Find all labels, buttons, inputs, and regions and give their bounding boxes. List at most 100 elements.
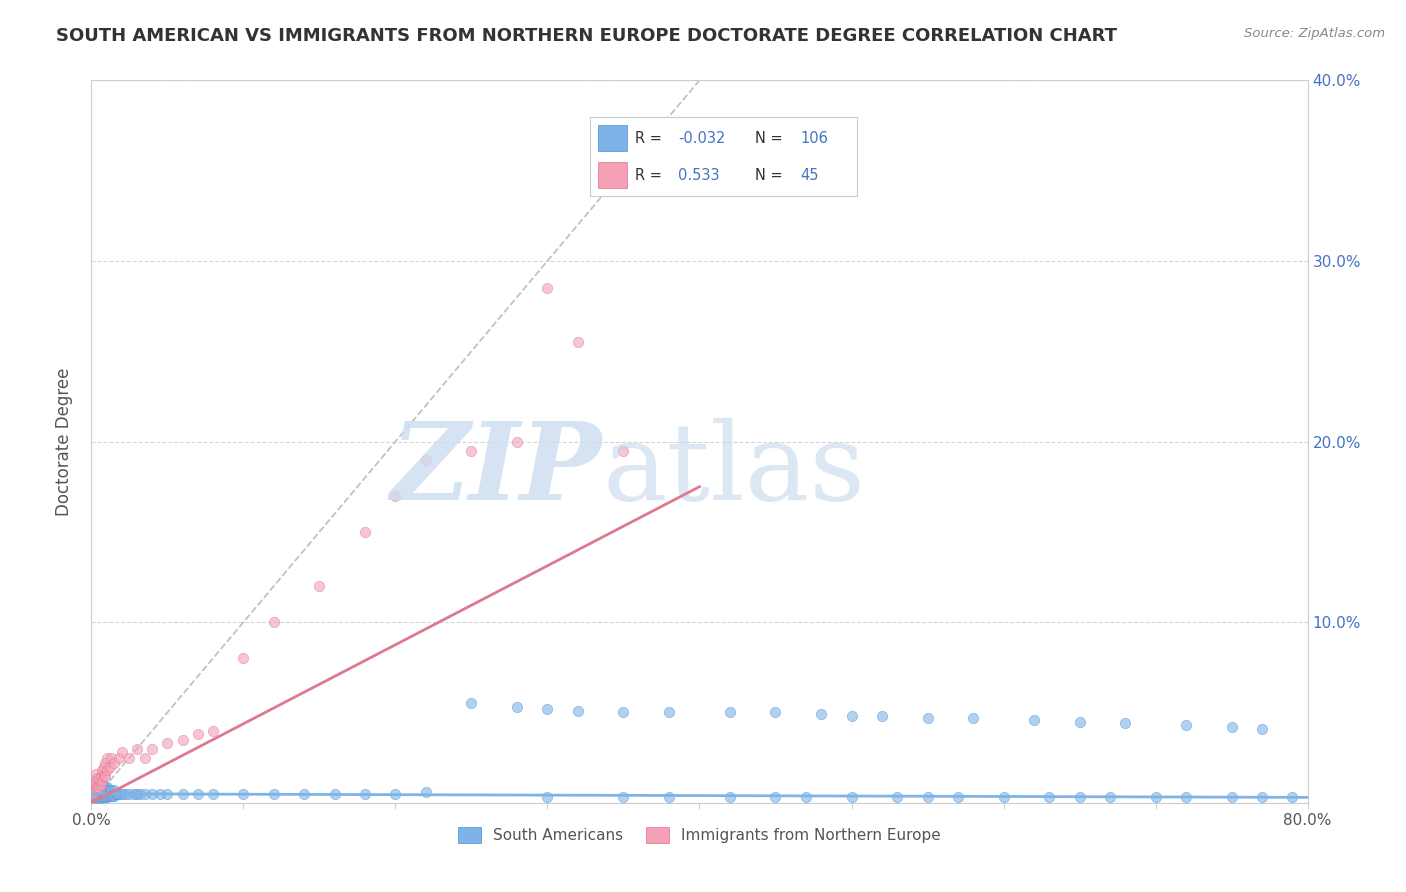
Point [84,783,107,797]
Point [100,789,122,803]
Point [111,787,134,801]
Point [122,787,145,801]
Text: 45: 45 [801,168,820,183]
Point [870,709,893,723]
Point [89,778,111,792]
Text: R =: R = [636,131,666,146]
Point [125,741,148,756]
Point [1069,790,1091,805]
Text: atlas: atlas [602,417,865,523]
Point [103,756,125,770]
Point [93,760,115,774]
Point [567,335,589,350]
Point [1174,790,1197,805]
Point [98,760,121,774]
Point [415,452,437,467]
Point [98,783,121,797]
Point [917,790,939,805]
Point [91,790,114,805]
Text: N =: N = [755,168,787,183]
Point [84,767,107,781]
Point [354,524,377,539]
Point [83,778,105,792]
Point [118,787,141,801]
Point [91,787,114,801]
Point [93,785,115,799]
Point [96,750,118,764]
Point [89,790,111,805]
Point [658,790,681,805]
Point [93,769,115,783]
Point [134,787,156,801]
Point [718,706,741,720]
Point [1281,790,1303,805]
Point [84,790,107,805]
Point [93,790,115,805]
Point [83,781,105,796]
Legend: South Americans, Immigrants from Northern Europe: South Americans, Immigrants from Norther… [451,822,948,849]
Point [87,792,110,806]
Point [83,785,105,799]
Point [567,704,589,718]
Point [765,790,787,805]
Point [187,787,209,801]
Point [1174,718,1197,732]
Point [91,774,114,789]
Point [86,771,108,785]
Point [323,787,346,801]
Point [82,783,104,797]
Point [1069,714,1091,729]
Point [134,750,156,764]
Point [84,774,107,789]
Point [1220,790,1243,805]
Point [103,783,125,797]
Point [105,787,128,801]
Point [94,780,117,794]
Point [141,741,163,756]
Point [118,750,141,764]
Point [172,732,194,747]
Point [141,787,163,801]
Point [107,787,129,801]
Point [810,707,832,722]
Point [100,783,122,797]
Point [1251,722,1274,736]
Point [536,702,558,716]
Point [149,787,172,801]
Point [101,789,124,803]
Point [86,780,108,794]
Point [83,792,105,806]
Point [506,434,529,449]
Point [841,709,863,723]
Point [87,781,110,796]
Point [415,785,437,799]
Point [536,281,558,295]
Point [84,787,107,801]
Point [86,783,108,797]
Point [1038,790,1060,805]
Text: R =: R = [636,168,666,183]
Text: -0.032: -0.032 [678,131,725,146]
Point [89,769,111,783]
Point [82,790,104,805]
Text: SOUTH AMERICAN VS IMMIGRANTS FROM NORTHERN EUROPE DOCTORATE DEGREE CORRELATION C: SOUTH AMERICAN VS IMMIGRANTS FROM NORTHE… [56,27,1118,45]
Point [82,787,104,801]
Point [308,579,330,593]
Bar [598,162,627,188]
Point [612,443,634,458]
Bar [598,125,627,152]
Point [91,780,114,794]
Text: 0.533: 0.533 [678,168,720,183]
Point [263,787,285,801]
Point [96,785,118,799]
Point [86,780,108,794]
Point [89,787,111,801]
Point [84,783,107,797]
Point [460,443,482,458]
Point [612,790,634,805]
Point [96,780,118,794]
Y-axis label: Doctorate Degree: Doctorate Degree [55,368,73,516]
Point [91,764,114,778]
Point [1098,790,1121,805]
Point [202,787,225,801]
